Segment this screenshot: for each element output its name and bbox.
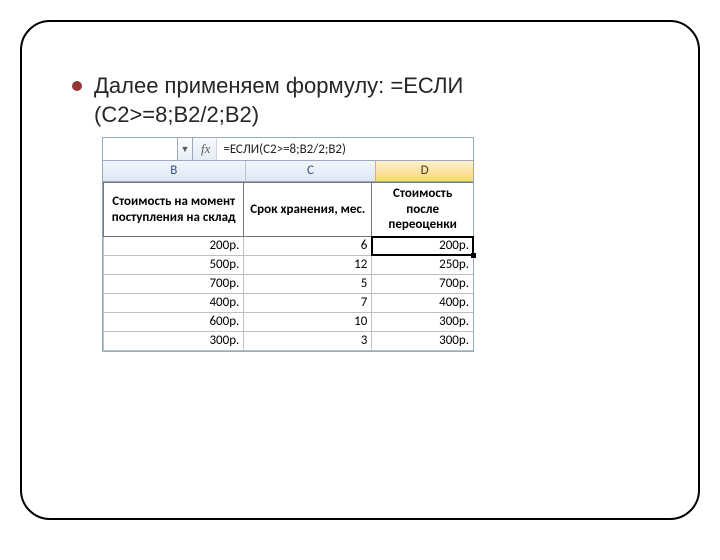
name-box-dropdown[interactable]: ▼ [178, 138, 193, 160]
formula-text: =ЕСЛИ(C2>=8;B2/2;B2) [223, 142, 346, 157]
table-row: 500р.12250р. [104, 255, 474, 274]
column-letter-B[interactable]: B [103, 161, 246, 181]
cell-B[interactable]: 400р. [104, 293, 244, 312]
cell-C[interactable]: 3 [244, 331, 372, 350]
table-row: 400р.7400р. [104, 293, 474, 312]
cell-D[interactable]: 300р. [372, 331, 473, 350]
cell-C[interactable]: 5 [244, 274, 372, 293]
bullet-text-line2: (C2>=8;B2/2;B2) [94, 102, 259, 127]
cell-D[interactable]: 200р. [372, 236, 473, 255]
bullet-dot-icon [72, 81, 82, 91]
slide: Далее применяем формулу: =ЕСЛИ (C2>=8;B2… [20, 20, 700, 520]
formula-bar: ▼ fx =ЕСЛИ(C2>=8;B2/2;B2) [103, 138, 473, 161]
cell-B[interactable]: 200р. [104, 236, 244, 255]
header-cell-D[interactable]: Стоимость после переоценки [372, 183, 473, 237]
fx-button[interactable]: fx [193, 138, 217, 160]
cell-D[interactable]: 400р. [372, 293, 473, 312]
name-box[interactable] [103, 138, 178, 160]
bullet-text: Далее применяем формулу: =ЕСЛИ (C2>=8;B2… [94, 72, 463, 129]
cell-C[interactable]: 12 [244, 255, 372, 274]
table-row: 300р.3300р. [104, 331, 474, 350]
cell-C[interactable]: 7 [244, 293, 372, 312]
excel-fragment: ▼ fx =ЕСЛИ(C2>=8;B2/2;B2) B C D Стоимост… [102, 137, 474, 352]
table-row: 600р.10300р. [104, 312, 474, 331]
cell-C[interactable]: 10 [244, 312, 372, 331]
cell-C[interactable]: 6 [244, 236, 372, 255]
column-letter-C[interactable]: C [246, 161, 377, 181]
header-cell-C[interactable]: Срок хранения, мес. [244, 183, 372, 237]
header-row: Стоимость на момент поступления на склад… [104, 183, 474, 237]
formula-input[interactable]: =ЕСЛИ(C2>=8;B2/2;B2) [217, 138, 473, 160]
column-letter-D[interactable]: D [375, 161, 473, 181]
cell-B[interactable]: 600р. [104, 312, 244, 331]
column-letter-row: B C D [103, 161, 473, 182]
cell-D[interactable]: 700р. [372, 274, 473, 293]
table-row: 200р.6200р. [104, 236, 474, 255]
cell-B[interactable]: 700р. [104, 274, 244, 293]
fx-icon: fx [201, 141, 210, 157]
cell-B[interactable]: 500р. [104, 255, 244, 274]
cell-D[interactable]: 250р. [372, 255, 473, 274]
bullet-item: Далее применяем формулу: =ЕСЛИ (C2>=8;B2… [52, 72, 668, 129]
worksheet-table: Стоимость на момент поступления на склад… [103, 182, 473, 351]
table-row: 700р.5700р. [104, 274, 474, 293]
cell-D[interactable]: 300р. [372, 312, 473, 331]
chevron-down-icon: ▼ [181, 144, 190, 155]
cell-B[interactable]: 300р. [104, 331, 244, 350]
bullet-text-line1: Далее применяем формулу: =ЕСЛИ [94, 73, 463, 98]
header-cell-B[interactable]: Стоимость на момент поступления на склад [104, 183, 244, 237]
